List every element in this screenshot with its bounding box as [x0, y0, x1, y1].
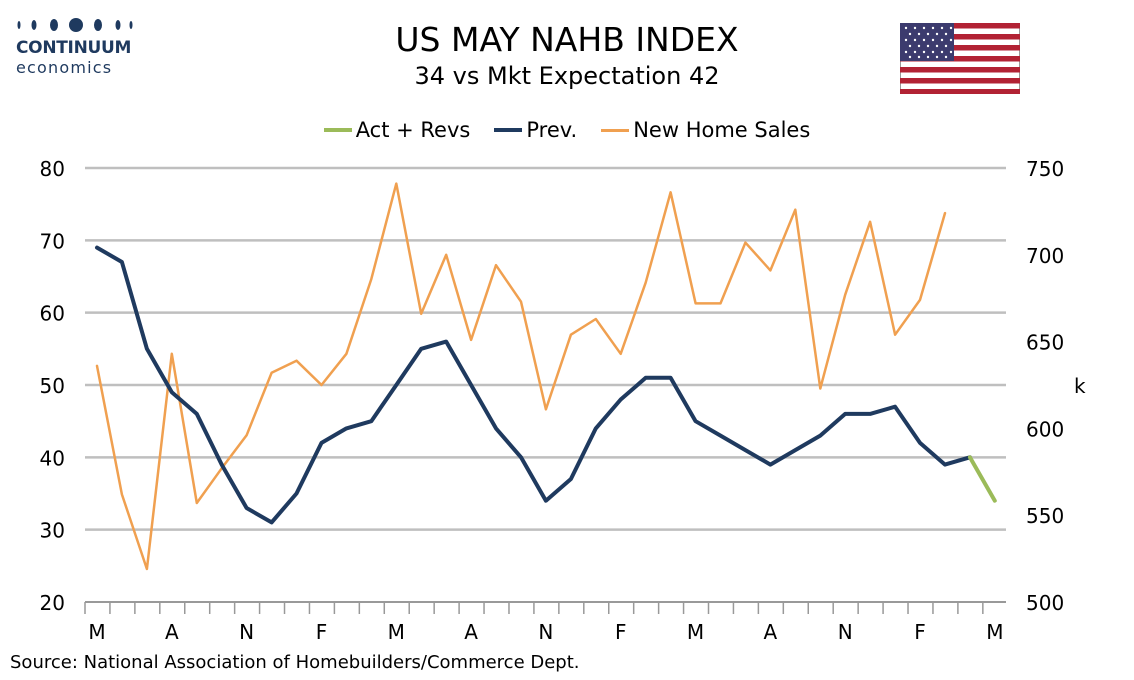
logo-subtitle: economics [16, 58, 113, 77]
y-right-axis-label: k [1074, 374, 1086, 398]
y-right-tick-label: 650 [1026, 331, 1064, 355]
legend-item-new-home-sales: New Home Sales [601, 118, 810, 142]
y-left-tick-label: 20 [40, 591, 65, 615]
chart-title: US MAY NAHB INDEX [395, 20, 739, 59]
logo-name: CONTINUUM [16, 38, 132, 58]
chart-legend: Act + Revs Prev. New Home Sales [0, 118, 1134, 142]
continuum-logo: CONTINUUM economics [14, 14, 144, 77]
y-left-tick-label: 40 [40, 446, 65, 470]
us-flag-icon [899, 22, 1021, 98]
x-tick-label: M [687, 620, 704, 644]
y-right-tick-label: 750 [1026, 157, 1064, 181]
x-tick-label: F [615, 620, 627, 644]
x-tick-label: M [88, 620, 105, 644]
x-tick-label: A [464, 620, 478, 644]
y-right-tick-label: 600 [1026, 417, 1064, 441]
y-left-tick-label: 60 [40, 302, 65, 326]
series-line-act-revs [967, 455, 997, 503]
y-left-tick-label: 70 [40, 229, 65, 253]
legend-item-prev: Prev. [494, 118, 577, 142]
x-tick-label: M [986, 620, 1003, 644]
chart-subtitle: 34 vs Mkt Expectation 42 [414, 62, 720, 90]
x-tick-label: F [316, 620, 328, 644]
y-right-tick-label: 700 [1026, 244, 1064, 268]
legend-swatch [601, 128, 630, 132]
x-tick-label: M [388, 620, 405, 644]
legend-label: Prev. [526, 118, 578, 142]
y-right-tick-label: 550 [1026, 504, 1064, 528]
legend-swatch [494, 128, 523, 132]
series-line-new-home-sales [95, 182, 947, 571]
series-line-prev [95, 245, 972, 525]
x-tick-label: A [165, 620, 179, 644]
y-left-tick-label: 30 [40, 519, 65, 543]
y-left-tick-label: 80 [40, 157, 65, 181]
legend-swatch [323, 128, 352, 132]
x-tick-label: N [838, 620, 853, 644]
source-note: Source: National Association of Homebuil… [10, 652, 580, 673]
legend-label: Act + Revs [355, 118, 471, 142]
y-right-tick-label: 500 [1026, 591, 1064, 615]
legend-label: New Home Sales [633, 118, 811, 142]
legend-item-act-revs: Act + Revs [323, 118, 471, 142]
x-tick-label: F [914, 620, 926, 644]
x-tick-label: A [764, 620, 778, 644]
logo-dots-icon [14, 14, 144, 36]
x-tick-label: N [538, 620, 553, 644]
y-left-tick-label: 50 [40, 374, 65, 398]
x-tick-label: N [239, 620, 254, 644]
